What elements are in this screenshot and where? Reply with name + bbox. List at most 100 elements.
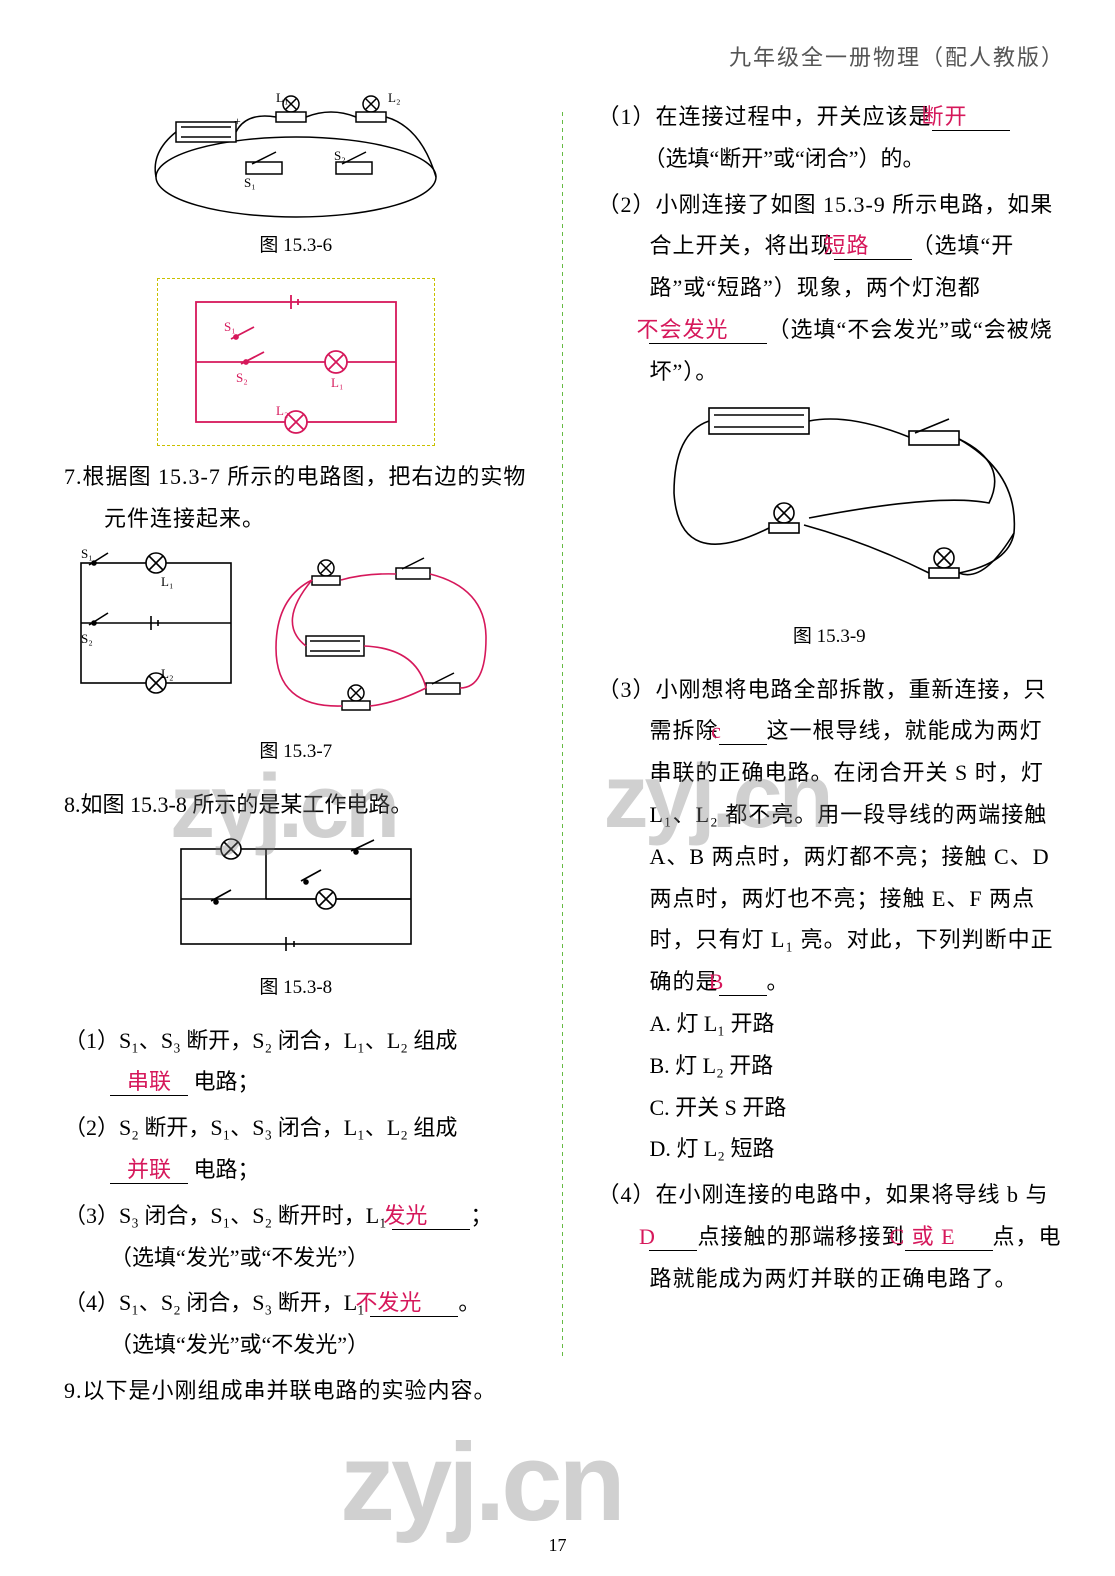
page-number: 17 xyxy=(0,1535,1115,1556)
svg-text:S₂: S₂ xyxy=(334,148,346,163)
q8-4c: （选填“发光”或“不发光”） xyxy=(60,1324,532,1366)
q8-3c: （选填“发光”或“不发光”） xyxy=(60,1237,532,1279)
q8-2-line2: 并联 电路； xyxy=(60,1149,532,1191)
q9-text: 以下是小刚组成串并联电路的实验内容。 xyxy=(83,1378,497,1403)
q9-num: 9. xyxy=(64,1378,83,1403)
q8-1-line2: 串联 电路； xyxy=(60,1061,532,1103)
q7: 7.根据图 15.3-7 所示的电路图，把右边的实物元件连接起来。 xyxy=(60,456,532,540)
q8-1: （1）S₁、S₃ 断开，S₂ 闭合，L₁、L₂ 组成 xyxy=(60,1020,532,1062)
figure-15-3-8: A B L₁ S₃ S₂ S₁ L₂ xyxy=(156,834,436,964)
opt-a: A. 灯 L₁ 开路 xyxy=(593,1003,1065,1045)
svg-text:b: b xyxy=(889,481,896,496)
q8-2b: 电路； xyxy=(194,1157,260,1182)
q8-4b: 。 xyxy=(458,1290,480,1315)
r-s1b: （选填“断开”或“闭合”）的。 xyxy=(593,138,1065,180)
svg-text:L₂: L₂ xyxy=(937,581,949,596)
q8-ans4: 不发光 xyxy=(370,1290,458,1317)
page-header: 九年级全一册物理（配人教版） xyxy=(60,40,1065,72)
svg-text:A: A xyxy=(165,893,175,908)
svg-text:S₂: S₂ xyxy=(436,697,447,711)
svg-text:B: B xyxy=(416,893,425,908)
q8-4a: （4）S₁、S₂ 闭合，S₃ 断开，L₁ xyxy=(64,1290,365,1315)
q8-3: （3）S₃ 闭合，S₁、S₂ 断开时，L₁ 发光； xyxy=(60,1195,532,1237)
r-ans2: 短路 xyxy=(834,233,912,260)
figure-15-3-9: −+ A B C D L₁ E F L₂ a xyxy=(619,393,1039,613)
opt-c: C. 开关 S 开路 xyxy=(593,1087,1065,1129)
svg-text:C: C xyxy=(759,504,769,519)
caption-15-3-6: 图 15.3-6 xyxy=(60,228,532,264)
svg-text:D: D xyxy=(803,502,814,517)
svg-text:a: a xyxy=(869,409,875,424)
svg-text:S₁: S₁ xyxy=(81,548,93,561)
r-s4b: 点接触的那端移接到 xyxy=(697,1224,904,1249)
caption-15-3-9: 图 15.3-9 xyxy=(593,619,1065,655)
svg-text:L₁: L₁ xyxy=(321,587,333,601)
caption-15-3-8: 图 15.3-8 xyxy=(60,970,532,1006)
opt-b: B. 灯 L₂ 开路 xyxy=(593,1045,1065,1087)
svg-text:L₁: L₁ xyxy=(223,861,235,875)
q8-num: 8. xyxy=(64,792,81,817)
caption-15-3-7: 图 15.3-7 xyxy=(60,734,532,770)
r-ans1: 断开 xyxy=(932,104,1010,131)
svg-text:S₃: S₃ xyxy=(356,857,367,871)
q8-3a: （3）S₃ 闭合，S₁、S₂ 断开时，L₁ xyxy=(64,1203,387,1228)
svg-text:S₁: S₁ xyxy=(208,907,219,921)
svg-text:+: + xyxy=(811,396,818,411)
r-ans3: c xyxy=(719,718,767,745)
svg-text:L₂: L₂ xyxy=(276,403,288,418)
svg-text:S₂: S₂ xyxy=(81,631,93,646)
svg-text:L₂: L₂ xyxy=(319,911,331,925)
q7-text: 根据图 15.3-7 所示的电路图，把右边的实物元件连接起来。 xyxy=(83,464,527,531)
q9: 9.以下是小刚组成串并联电路的实验内容。 xyxy=(60,1370,532,1412)
q8: 8.如图 15.3-8 所示的是某工作电路。 xyxy=(60,784,532,826)
svg-text:F: F xyxy=(963,547,973,562)
r-s1: （1）在连接过程中，开关应该是断开 xyxy=(593,96,1065,138)
q8-1a: （1）S₁、S₃ 断开，S₂ 闭合，L₁、L₂ 组成 xyxy=(64,1028,457,1053)
svg-text:S₁: S₁ xyxy=(224,319,236,334)
svg-text:L₂: L₂ xyxy=(388,92,400,105)
svg-text:c: c xyxy=(975,509,981,524)
q8-2a: （2）S₂ 断开，S₁、S₃ 闭合，L₁、L₂ 组成 xyxy=(64,1115,457,1140)
r-s3: （3）小刚想将电路全部拆散，重新连接，只需拆除c这一根导线，就能成为两灯串联的正… xyxy=(593,669,1065,1003)
r-s4: （4）在小刚连接的电路中，如果将导线 b 与D点接触的那端移接到C 或 E点，电… xyxy=(593,1174,1065,1299)
q8-ans2: 并联 xyxy=(110,1157,188,1184)
svg-text:+: + xyxy=(366,637,373,651)
r-s3c: 。 xyxy=(767,969,790,994)
svg-text:L₁: L₁ xyxy=(331,375,343,390)
svg-text:S₂: S₂ xyxy=(236,370,248,385)
r-s1a: （1）在连接过程中，开关应该是 xyxy=(597,104,931,129)
left-column: + L₁ L₂ S₁ S₂ 图 15.3-6 xyxy=(60,92,532,1420)
q8-lead: 如图 15.3-8 所示的是某工作电路。 xyxy=(81,792,413,817)
svg-text:L₁: L₁ xyxy=(276,92,288,105)
q7-num: 7. xyxy=(64,464,83,489)
r-ans4b: C 或 E xyxy=(905,1224,993,1251)
svg-text:S₁: S₁ xyxy=(244,175,256,190)
svg-text:L₁: L₁ xyxy=(777,536,789,551)
answer-schematic: S₁ S₂ L₁ L₂ xyxy=(176,287,416,437)
opt-d: D. 灯 L₂ 短路 xyxy=(593,1128,1065,1170)
svg-text:S₂: S₂ xyxy=(298,885,309,899)
right-column: （1）在连接过程中，开关应该是断开 （选填“断开”或“闭合”）的。 （2）小刚连… xyxy=(593,92,1065,1420)
watermark-3: zyj.cn xyxy=(340,1419,622,1546)
r-s4a: （4）在小刚连接的电路中，如果将导线 b 与 xyxy=(597,1182,1048,1207)
svg-text:L₁: L₁ xyxy=(161,574,173,589)
r-ans2b: 不会发光 xyxy=(649,317,767,344)
answer-schematic-box: S₁ S₂ L₁ L₂ xyxy=(157,278,435,446)
svg-text:−: − xyxy=(701,396,708,411)
q8-ans1: 串联 xyxy=(110,1069,188,1096)
r-s3b: 这一根导线，就能成为两灯串联的正确电路。在闭合开关 S 时，灯 L₁、L₂ 都不… xyxy=(649,718,1053,994)
q8-1b: 电路； xyxy=(194,1069,260,1094)
svg-text:B: B xyxy=(963,424,972,439)
svg-text:E: E xyxy=(918,547,928,562)
column-divider xyxy=(562,112,564,1360)
figure-15-3-6: + L₁ L₂ S₁ S₂ xyxy=(136,92,456,222)
r-ans3b: B xyxy=(719,969,767,996)
svg-text:e: e xyxy=(739,563,745,578)
r-ans4a: D xyxy=(649,1224,697,1251)
q8-ans3: 发光 xyxy=(392,1203,470,1230)
svg-text:S₁: S₁ xyxy=(406,582,417,596)
r-s2: （2）小刚连接了如图 15.3-9 所示电路，如果合上开关，将出现短路（选填“开… xyxy=(593,184,1065,393)
figure-15-3-7: S₁ L₁ S₂ L₂ L₁ S₁ xyxy=(66,548,526,728)
q8-4: （4）S₁、S₂ 闭合，S₃ 断开，L₁ 不发光。 xyxy=(60,1282,532,1324)
q8-3b: ； xyxy=(470,1203,492,1228)
